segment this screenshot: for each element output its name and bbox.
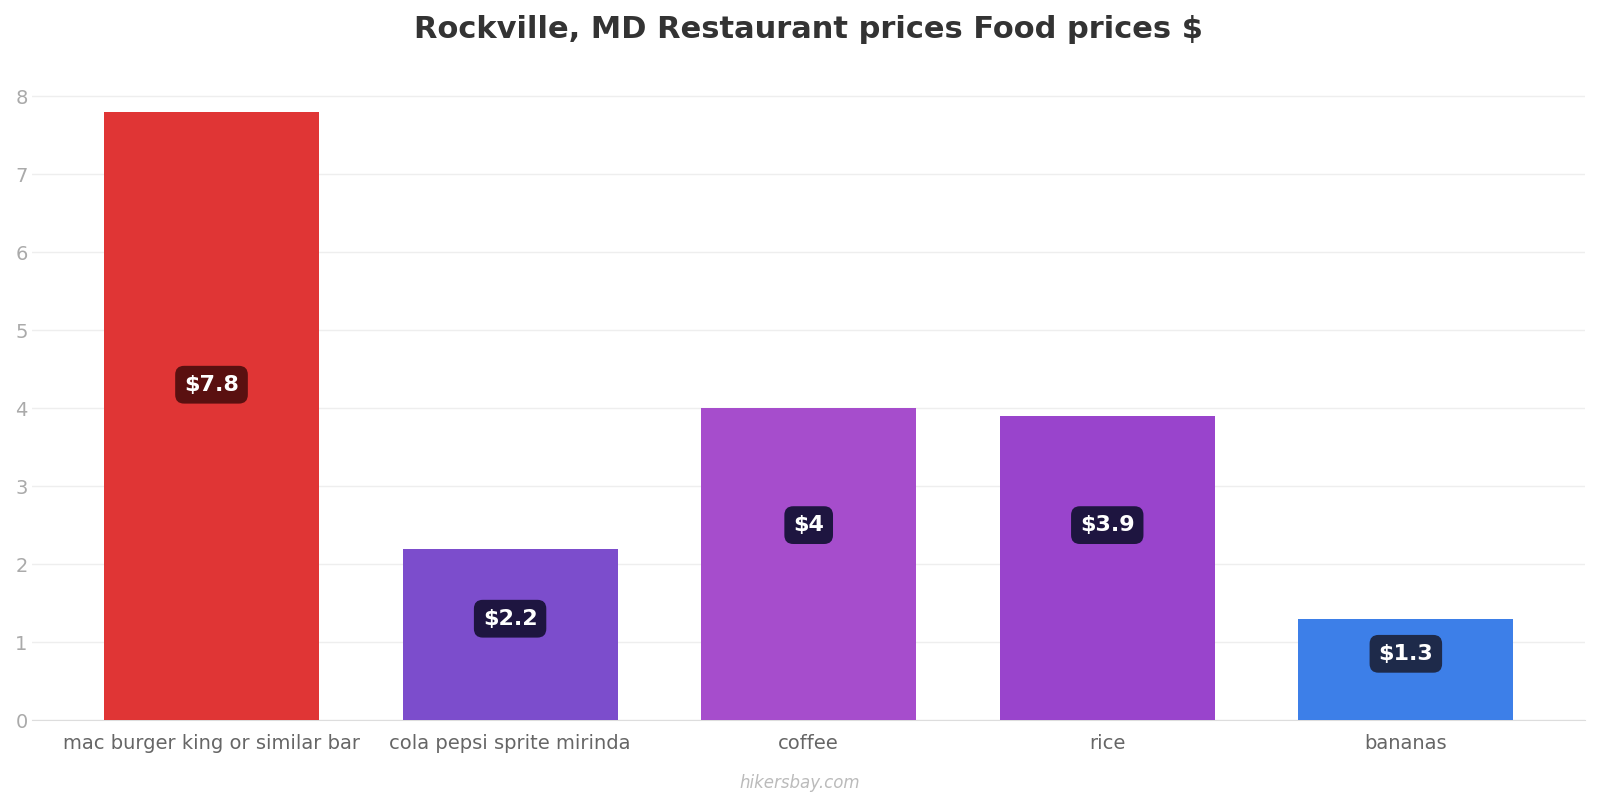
Bar	[1298, 618, 1514, 720]
Text: $3.9: $3.9	[1080, 515, 1134, 535]
Text: $7.8: $7.8	[184, 374, 238, 394]
Title: Rockville, MD Restaurant prices Food prices $: Rockville, MD Restaurant prices Food pri…	[414, 15, 1203, 44]
Bar	[104, 112, 318, 720]
Text: hikersbay.com: hikersbay.com	[739, 774, 861, 792]
Bar	[403, 549, 618, 720]
Text: $1.3: $1.3	[1379, 644, 1434, 664]
Text: $4: $4	[794, 515, 824, 535]
Bar	[1000, 416, 1214, 720]
Text: $2.2: $2.2	[483, 609, 538, 629]
Bar	[701, 408, 917, 720]
